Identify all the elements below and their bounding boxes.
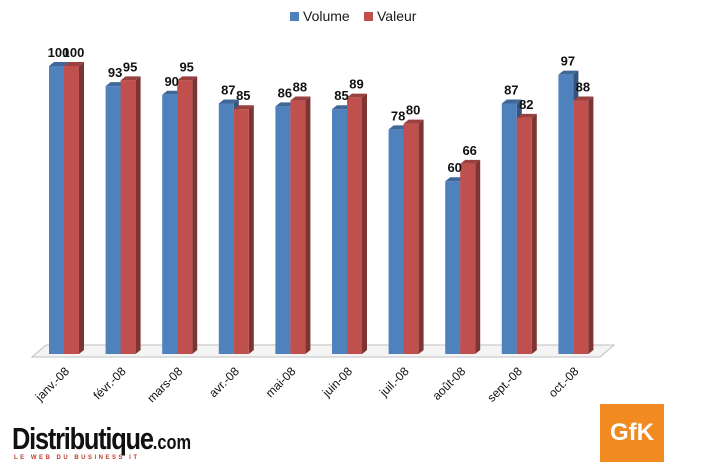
category-label-1: févr.-08 [91, 364, 129, 402]
gfk-logo-text: GfK [610, 419, 654, 446]
value-label-volume-3: 87 [221, 82, 235, 97]
value-label-volume-0: 100 [48, 45, 70, 60]
bar-valeur-6 [403, 119, 424, 354]
value-label-valeur-0: 100 [63, 45, 85, 60]
value-label-volume-2: 90 [164, 74, 178, 89]
category-label-6: juil.-08 [376, 364, 412, 400]
legend-swatch-valeur [364, 12, 373, 21]
legend-label-volume: Volume [303, 8, 350, 24]
chart-legend: Volume Valeur [290, 8, 417, 24]
bar-valeur-3 [233, 105, 254, 354]
logo-tagline: LE WEB DU BUSINESS IT [14, 455, 140, 461]
value-label-volume-8: 87 [504, 82, 518, 97]
category-labels: janv.-08 févr.-08 mars-08 avr.-08 mai-08 juin… [32, 364, 582, 405]
bar-valeur-9 [573, 96, 594, 354]
value-label-valeur-5: 89 [349, 77, 363, 92]
bar-valeur-1 [120, 76, 141, 355]
category-label-7: août-08 [430, 364, 469, 403]
category-label-3: avr.-08 [206, 364, 242, 400]
bar-valeur-5 [347, 93, 367, 355]
bar-valeur-7 [460, 159, 481, 354]
value-label-volume-4: 86 [278, 85, 292, 100]
category-label-0: janv.-08 [32, 364, 72, 404]
bar-valeur-2 [177, 76, 198, 355]
legend-item-volume: Volume [290, 8, 350, 24]
legend-swatch-volume [290, 12, 299, 21]
category-label-8: sept.-08 [484, 364, 525, 405]
value-label-valeur-4: 88 [293, 80, 307, 95]
value-label-valeur-1: 95 [123, 59, 137, 74]
distributique-logo: Distributique.com LE WEB DU BUSINESS IT [12, 422, 191, 464]
category-label-4: mai-08 [263, 364, 299, 400]
value-label-volume-7: 60 [447, 160, 461, 175]
chart-bars [49, 62, 594, 355]
logo-wordmark: Distributique.com [12, 421, 192, 456]
value-label-valeur-8: 82 [519, 97, 533, 112]
gfk-logo: GfK [600, 404, 664, 462]
legend-item-valeur: Valeur [364, 8, 417, 24]
value-label-valeur-2: 95 [179, 59, 193, 74]
category-label-2: mars-08 [144, 364, 185, 405]
value-label-valeur-9: 88 [576, 80, 590, 95]
category-label-9: oct.-08 [546, 364, 582, 400]
bar-valeur-4 [290, 96, 311, 354]
value-label-valeur-3: 85 [236, 88, 250, 103]
value-label-valeur-6: 80 [406, 103, 420, 118]
value-label-volume-6: 78 [391, 108, 405, 123]
value-label-volume-9: 97 [561, 54, 575, 69]
value-label-volume-5: 85 [334, 88, 348, 103]
legend-label-valeur: Valeur [377, 8, 417, 24]
value-label-valeur-7: 66 [462, 143, 476, 158]
bar-valeur-8 [516, 113, 537, 354]
category-label-5: juin-08 [319, 364, 355, 400]
bar-valeur-0 [64, 62, 84, 354]
value-label-volume-1: 93 [108, 65, 122, 80]
